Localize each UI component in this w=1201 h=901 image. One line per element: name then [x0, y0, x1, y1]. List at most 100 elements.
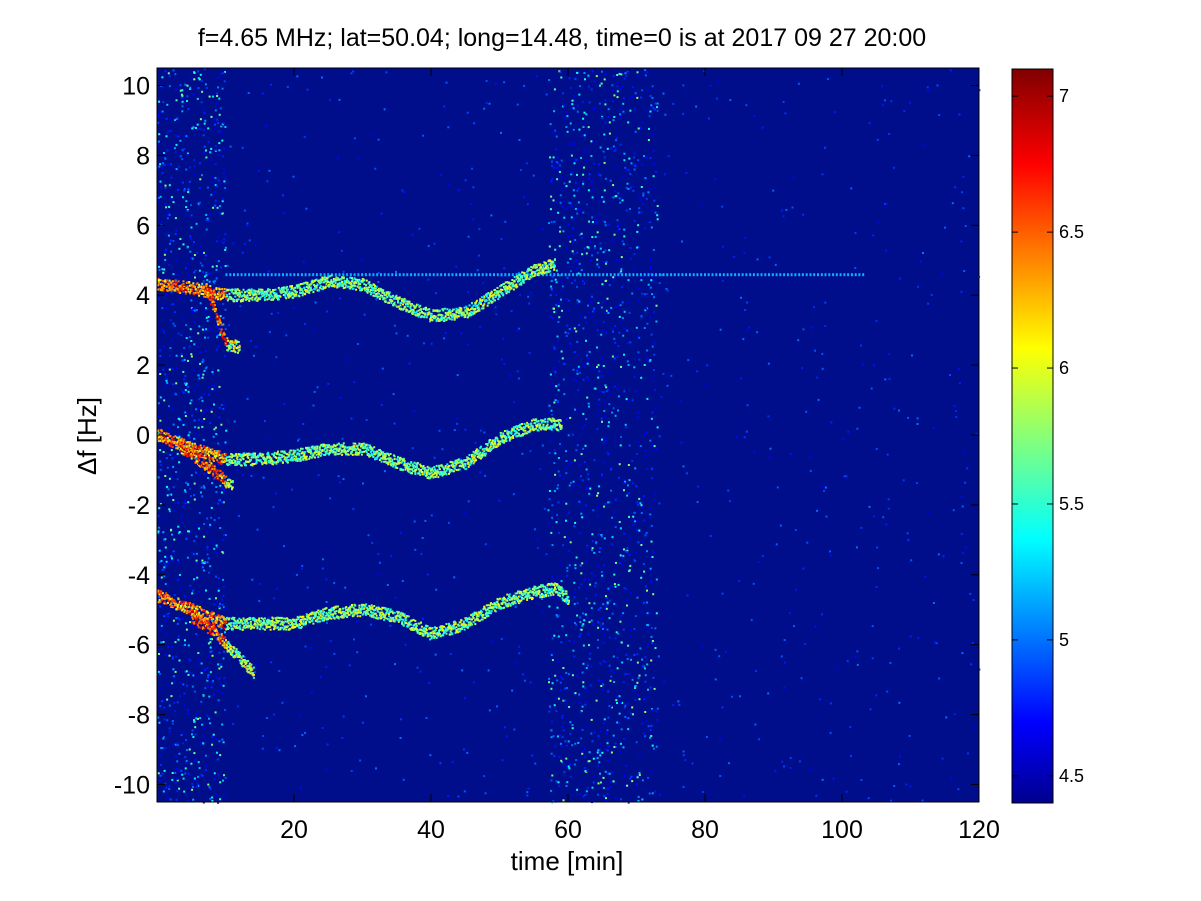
- trace-upper: [399, 304, 402, 307]
- noise-speck: [608, 403, 611, 406]
- noise-speck: [196, 576, 199, 579]
- noise-speck: [774, 770, 777, 773]
- noise-speck: [531, 754, 534, 757]
- trace-upper: [412, 309, 415, 311]
- noise-speck: [701, 791, 704, 793]
- noise-speck: [329, 98, 332, 101]
- noise-speck: [246, 224, 249, 227]
- noise-speck: [569, 257, 572, 260]
- trace-upper: [266, 298, 269, 301]
- noise-speck: [554, 348, 557, 351]
- noise-speck: [211, 654, 214, 657]
- noise-speck: [641, 121, 644, 124]
- trace-upper: [516, 285, 519, 288]
- noise-speck: [183, 346, 186, 349]
- noise-speck: [568, 706, 571, 708]
- carrier-dot: [704, 273, 706, 277]
- trace-middle: [174, 435, 177, 438]
- carrier-dot: [790, 273, 793, 277]
- noise-speck: [614, 585, 617, 588]
- noise-speck: [555, 780, 558, 783]
- noise-speck: [608, 617, 611, 620]
- noise-speck: [218, 416, 221, 419]
- noise-speck: [560, 76, 563, 79]
- noise-speck: [176, 790, 179, 793]
- noise-speck: [399, 737, 402, 739]
- noise-speck: [199, 351, 202, 354]
- noise-speck: [916, 423, 919, 425]
- noise-speck: [344, 586, 347, 589]
- noise-speck: [649, 439, 652, 442]
- noise-speck: [204, 336, 206, 339]
- noise-speck: [215, 486, 218, 488]
- noise-speck: [550, 736, 553, 739]
- noise-speck: [211, 638, 213, 641]
- noise-speck: [268, 616, 271, 619]
- carrier-dot: [587, 273, 590, 277]
- noise-speck: [893, 166, 895, 169]
- noise-speck: [623, 228, 626, 231]
- noise-speck: [488, 102, 491, 105]
- noise-speck: [568, 619, 571, 622]
- noise-speck: [263, 420, 266, 423]
- noise-speck: [614, 190, 617, 193]
- noise-speck: [605, 732, 608, 735]
- noise-speck: [371, 541, 374, 544]
- noise-speck: [731, 695, 734, 698]
- noise-speck: [562, 729, 565, 732]
- noise-speck: [627, 728, 630, 731]
- noise-speck: [224, 328, 227, 331]
- noise-speck: [565, 418, 568, 420]
- noise-speck: [612, 276, 615, 279]
- trace-upper-branch: [223, 338, 226, 341]
- noise-speck: [589, 652, 592, 655]
- noise-speck: [951, 202, 954, 205]
- noise-speck: [193, 540, 196, 543]
- trace-upper: [157, 284, 159, 287]
- noise-speck: [180, 734, 183, 736]
- noise-speck: [167, 130, 170, 133]
- noise-speck: [656, 109, 659, 112]
- noise-speck: [451, 760, 454, 763]
- noise-speck: [604, 748, 607, 751]
- noise-speck: [619, 107, 622, 110]
- carrier-dot: [643, 273, 646, 277]
- noise-speck: [559, 681, 562, 684]
- noise-speck: [190, 256, 193, 259]
- trace-upper: [291, 296, 294, 299]
- noise-speck: [254, 671, 256, 674]
- trace-upper: [251, 296, 254, 299]
- noise-speck: [209, 525, 212, 527]
- noise-speck: [619, 444, 622, 447]
- noise-speck: [719, 737, 722, 740]
- noise-speck: [572, 378, 575, 381]
- noise-speck: [656, 426, 659, 429]
- noise-speck: [589, 583, 592, 586]
- noise-speck: [367, 534, 370, 537]
- noise-speck: [199, 372, 202, 375]
- noise-speck: [568, 328, 571, 330]
- noise-speck: [196, 251, 199, 254]
- trace-upper: [429, 312, 432, 315]
- trace-upper: [452, 313, 455, 316]
- carrier-dot: [621, 273, 624, 277]
- noise-speck: [190, 399, 193, 402]
- noise-speck: [211, 739, 214, 741]
- noise-speck: [190, 340, 193, 342]
- trace-upper: [425, 316, 428, 319]
- noise-speck: [174, 641, 177, 644]
- carrier-dot: [293, 273, 296, 277]
- trace-upper: [465, 305, 468, 308]
- trace-upper: [314, 288, 316, 291]
- carrier-dot: [413, 273, 416, 277]
- noise-speck: [195, 408, 197, 411]
- trace-upper: [221, 296, 224, 299]
- noise-speck: [178, 659, 181, 662]
- carrier-dot: [353, 273, 356, 277]
- noise-speck: [598, 551, 601, 553]
- noise-speck: [199, 717, 202, 719]
- noise-speck: [374, 167, 377, 170]
- noise-speck: [598, 212, 601, 215]
- trace-upper: [286, 294, 289, 297]
- trace-upper: [503, 282, 506, 285]
